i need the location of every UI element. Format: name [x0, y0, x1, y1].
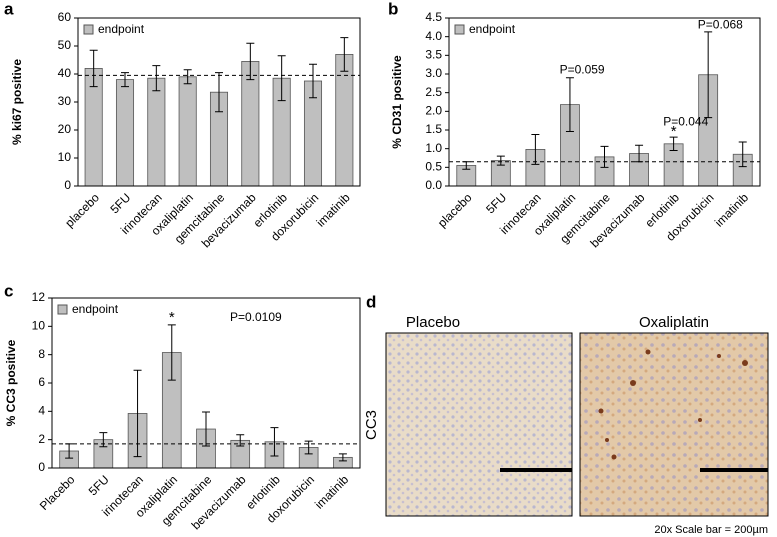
error-bar	[496, 155, 505, 166]
legend-swatch	[454, 24, 465, 35]
stain-spots	[598, 349, 748, 460]
bar	[335, 54, 354, 187]
y-tick-label: 60	[58, 10, 72, 24]
annotation: *	[671, 123, 677, 140]
axes	[448, 17, 761, 187]
annotation: P=0.068	[698, 18, 743, 32]
y-tick-label: 10	[58, 150, 72, 164]
error-bar	[565, 77, 574, 132]
error-bar	[738, 141, 747, 168]
error-bar	[246, 42, 255, 81]
y-tick-label: 6	[38, 375, 45, 389]
y-tick-label: 10	[32, 319, 46, 333]
bar	[147, 77, 166, 187]
error-bar	[133, 369, 142, 458]
annotation: P=0.059	[560, 62, 605, 76]
y-axis-title: % CD31 positive	[390, 55, 404, 149]
y-tick-label: 0	[64, 178, 71, 192]
y-tick-label: 0.0	[425, 178, 442, 192]
panel-letter: d	[366, 292, 376, 311]
x-tick-label: 5FU	[483, 190, 509, 216]
y-tick-label: 3.0	[425, 66, 442, 80]
error-bar	[215, 72, 223, 113]
x-tick-label: placebo	[62, 190, 102, 230]
y-tick-label: 8	[38, 347, 45, 361]
stain-label: CC3	[363, 410, 380, 440]
error-bar	[167, 324, 176, 381]
error-bar	[309, 63, 317, 99]
image-title: Oxaliplatin	[639, 314, 709, 331]
legend-label: endpoint	[469, 22, 516, 36]
y-tick-label: 1.5	[425, 122, 442, 136]
y-tick-label: 4.5	[425, 10, 442, 24]
y-tick-label: 40	[58, 66, 72, 80]
annotation: P=0.044	[663, 115, 708, 129]
y-tick-label: 2	[38, 432, 45, 446]
y-axis-title: % ki67 positive	[10, 59, 24, 145]
micrograph	[385, 332, 573, 517]
y-tick-label: 1.0	[425, 141, 442, 155]
legend-swatch	[83, 24, 94, 35]
annotation: P=0.0109	[230, 310, 282, 324]
y-tick-label: 2.5	[425, 85, 442, 99]
panel-letter: b	[388, 0, 398, 18]
error-bar	[152, 65, 161, 92]
error-bar	[121, 72, 129, 88]
micrograph	[579, 332, 769, 517]
y-tick-label: 50	[58, 38, 72, 52]
error-bar	[202, 411, 210, 447]
legend-swatch	[57, 304, 68, 315]
legend-label: endpoint	[98, 22, 145, 36]
bar	[178, 76, 197, 187]
error-bar	[600, 145, 609, 168]
x-tick-label: imatinib	[314, 190, 353, 229]
panel-letter: c	[4, 281, 13, 300]
error-bar	[89, 49, 98, 88]
error-bar	[304, 440, 313, 455]
y-tick-label: 12	[32, 290, 46, 304]
error-bar	[183, 69, 192, 85]
y-tick-label: 4	[38, 404, 45, 418]
y-tick-label: 30	[58, 94, 72, 108]
legend-label: endpoint	[72, 302, 119, 316]
image-title: Placebo	[406, 314, 460, 331]
error-bar	[531, 133, 540, 165]
y-tick-label: 20	[58, 122, 72, 136]
error-bar	[704, 31, 713, 119]
axes	[77, 17, 361, 187]
x-tick-label: placebo	[435, 190, 475, 230]
error-bar	[270, 427, 279, 457]
y-tick-label: 2.0	[425, 104, 442, 118]
x-tick-label: 5FU	[86, 472, 112, 498]
error-bar	[338, 453, 347, 462]
scale-note: 20x Scale bar = 200µm	[654, 524, 768, 536]
error-bar	[277, 55, 286, 102]
bar	[115, 79, 135, 187]
panel-letter: a	[4, 0, 14, 18]
x-tick-label: imatinib	[312, 472, 351, 511]
y-tick-label: 0.5	[425, 160, 442, 174]
y-axis-title: % CC3 positive	[4, 339, 18, 426]
x-tick-label: 5FU	[107, 190, 133, 216]
error-bar	[669, 136, 678, 152]
x-tick-label: imatinib	[712, 190, 751, 229]
error-bar	[340, 37, 349, 72]
y-tick-label: 0	[38, 460, 45, 474]
axes	[51, 297, 361, 469]
y-tick-label: 4.0	[425, 29, 442, 43]
annotation: *	[169, 309, 175, 326]
y-tick-label: 3.5	[425, 48, 442, 62]
x-tick-label: Placebo	[37, 472, 78, 513]
error-bar	[236, 434, 245, 447]
